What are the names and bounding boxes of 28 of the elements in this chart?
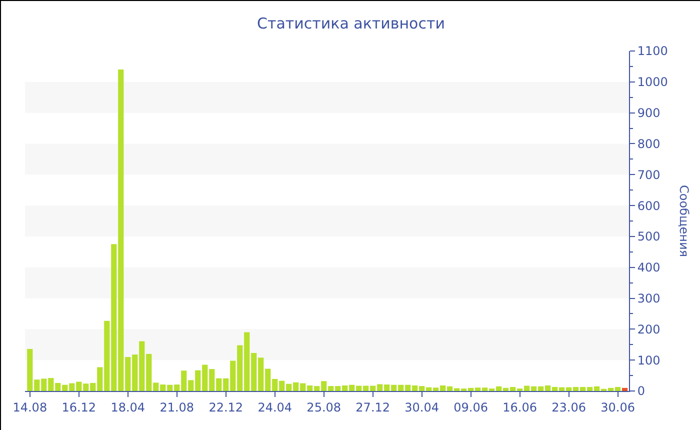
y-tick-label: 700: [637, 168, 660, 182]
y-tick-label: 200: [637, 322, 660, 336]
x-tick-label: 30.06: [600, 400, 635, 414]
y-tick-label: 900: [637, 106, 660, 120]
x-tick-label: 16.12: [62, 400, 96, 414]
y-tick-label: 600: [637, 198, 660, 213]
x-tick-label: 21.08: [160, 400, 194, 414]
x-tick-label: 14.08: [12, 400, 48, 414]
x-tick-label: 24.04: [258, 400, 292, 414]
bar: [622, 388, 628, 391]
y-tick-label: 100: [637, 353, 660, 368]
y-axis-title: Сообщения: [676, 184, 691, 258]
y-tick-label: 1100: [637, 44, 668, 58]
y-tick-label: 1000: [637, 75, 668, 90]
x-tick-label: 30.04: [404, 400, 440, 414]
y-tick-label: 300: [637, 291, 660, 306]
x-tick-label: 27.12: [356, 400, 390, 414]
x-tick-label: 16.06: [502, 400, 537, 414]
y-tick-label: 500: [637, 230, 660, 244]
x-tick-label: 18.04: [110, 400, 146, 414]
y-tick-label: 400: [637, 260, 660, 275]
x-tick-label: 23.06: [552, 400, 586, 414]
y-tick-label: 800: [637, 136, 660, 151]
x-tick-label: 09.06: [454, 400, 488, 414]
y-tick-label: 0: [637, 384, 646, 398]
chart-title: Статистика активности: [257, 14, 445, 33]
x-tick-label: 25.08: [306, 400, 342, 414]
x-tick-label: 22.12: [208, 400, 244, 414]
